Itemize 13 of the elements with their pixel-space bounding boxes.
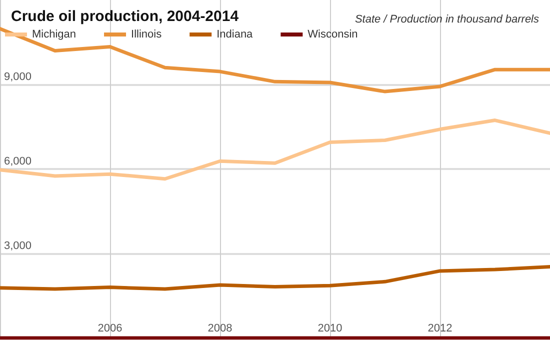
x-tick-label: 2008 xyxy=(208,322,232,334)
legend-label: Illinois xyxy=(131,28,162,40)
x-tick-label: 2012 xyxy=(428,322,452,334)
y-tick-label: 6,000 xyxy=(4,156,32,168)
legend-label: Indiana xyxy=(216,28,254,40)
text: Crude oil production, 2004-2014 xyxy=(11,8,240,25)
y-tick-label: 3,000 xyxy=(4,240,32,252)
text: State / Production in thousand barrels xyxy=(354,14,540,26)
x-tick-label: 2010 xyxy=(318,322,342,334)
y-tick-label: 9,000 xyxy=(4,71,32,83)
legend-label: Michigan xyxy=(32,28,76,40)
legend-label: Wisconsin xyxy=(308,28,358,40)
x-tick-label: 2006 xyxy=(98,322,122,334)
